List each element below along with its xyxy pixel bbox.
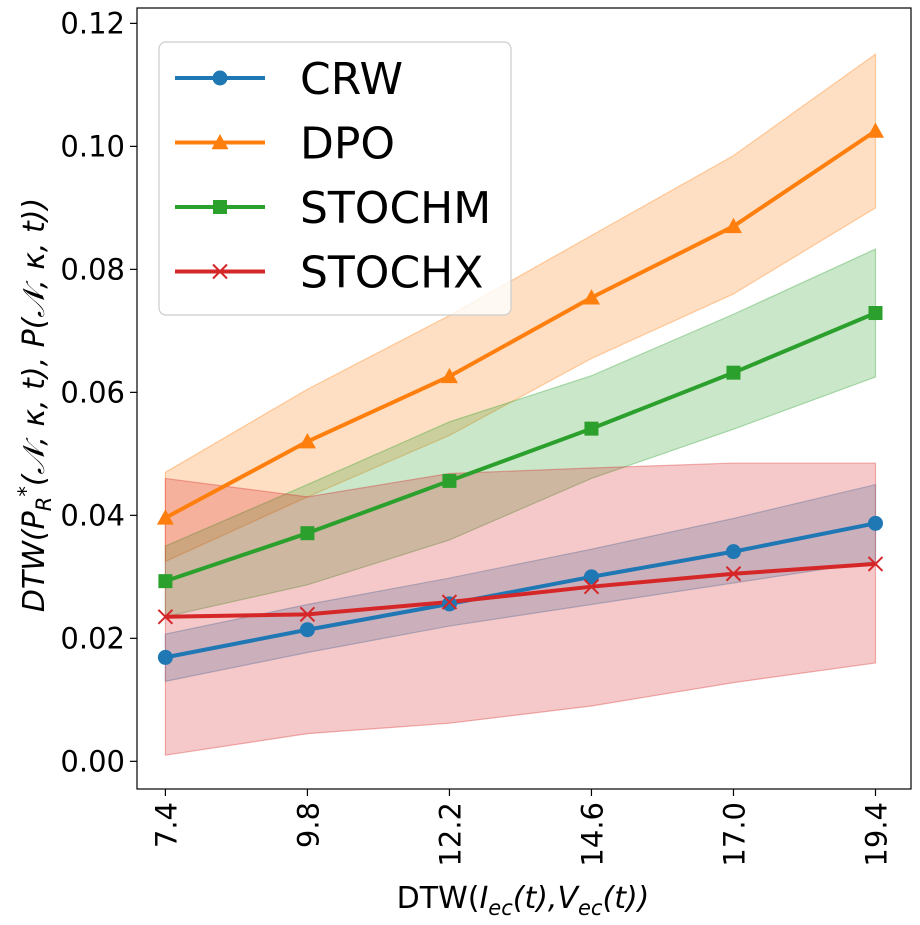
point-stochm xyxy=(300,526,315,541)
point-crw xyxy=(725,544,741,560)
y-tick-label: 0.02 xyxy=(60,621,125,655)
y-tick-label: 0.00 xyxy=(60,744,125,778)
legend-label-stochm: STOCHM xyxy=(300,183,491,234)
legend-marker-stochm xyxy=(213,200,227,214)
point-stochx xyxy=(157,609,174,625)
point-dpo xyxy=(582,289,600,305)
point-crw xyxy=(157,649,173,665)
point-dpo xyxy=(156,509,174,525)
x-axis-title: DTW(Iec(t),Vec(t)) xyxy=(397,881,650,920)
series-lines xyxy=(164,129,877,660)
point-stochm xyxy=(442,473,457,488)
legend-label-stochx: STOCHX xyxy=(300,248,483,299)
y-axis-title: DTW(PR*(𝒩, κ, t), P(𝒩, κ, t)) xyxy=(14,198,56,612)
point-dpo xyxy=(440,367,458,384)
y-tick-label: 0.12 xyxy=(60,6,125,40)
x-tick-label: 14.6 xyxy=(575,802,609,867)
legend-marker-crw xyxy=(212,70,228,86)
confidence-bands xyxy=(164,52,877,756)
point-crw xyxy=(867,515,883,531)
legend: CRW DPO STOCHM STOCHX xyxy=(158,41,512,316)
point-stochm xyxy=(584,421,599,436)
x-tick-label: 9.8 xyxy=(291,802,325,848)
point-stochm xyxy=(158,574,173,589)
point-stochx xyxy=(867,556,884,572)
legend-marker-dpo xyxy=(211,134,229,150)
plot-frame xyxy=(136,7,912,790)
band-stochm xyxy=(164,248,877,618)
line-dpo xyxy=(164,129,877,520)
legend-marker-stochx xyxy=(212,263,228,280)
x-axis: 7.4 9.8 12.2 14.6 17.0 19.4 xyxy=(149,789,893,867)
band-stochx xyxy=(164,462,877,756)
point-stochm xyxy=(868,306,883,321)
legend-label-crw: CRW xyxy=(300,54,403,105)
series-markers xyxy=(156,122,884,665)
y-axis: 0.00 0.02 0.04 0.06 0.08 0.10 0.12 xyxy=(60,6,137,778)
band-crw xyxy=(164,483,877,683)
point-stochx xyxy=(441,594,458,610)
point-dpo xyxy=(298,433,316,449)
point-crw xyxy=(299,622,315,638)
x-tick-label: 17.0 xyxy=(717,802,751,867)
point-stochx xyxy=(725,566,742,582)
point-dpo xyxy=(866,122,884,138)
x-tick-label: 12.2 xyxy=(433,802,467,867)
point-dpo xyxy=(724,217,742,234)
legend-box xyxy=(158,41,512,316)
point-stochm xyxy=(726,365,741,380)
line-stochm xyxy=(164,311,877,584)
point-crw xyxy=(583,569,599,585)
line-stochx xyxy=(165,561,876,619)
y-tick-label: 0.10 xyxy=(60,129,125,163)
x-tick-label: 7.4 xyxy=(149,802,183,848)
point-crw xyxy=(441,596,457,612)
point-stochx xyxy=(299,606,316,623)
y-tick-label: 0.08 xyxy=(60,252,125,286)
point-stochx xyxy=(583,578,600,595)
line-crw xyxy=(165,521,876,660)
x-tick-label: 19.4 xyxy=(859,802,893,867)
y-tick-label: 0.04 xyxy=(60,498,125,532)
y-tick-label: 0.06 xyxy=(60,375,125,409)
legend-label-dpo: DPO xyxy=(300,119,395,170)
